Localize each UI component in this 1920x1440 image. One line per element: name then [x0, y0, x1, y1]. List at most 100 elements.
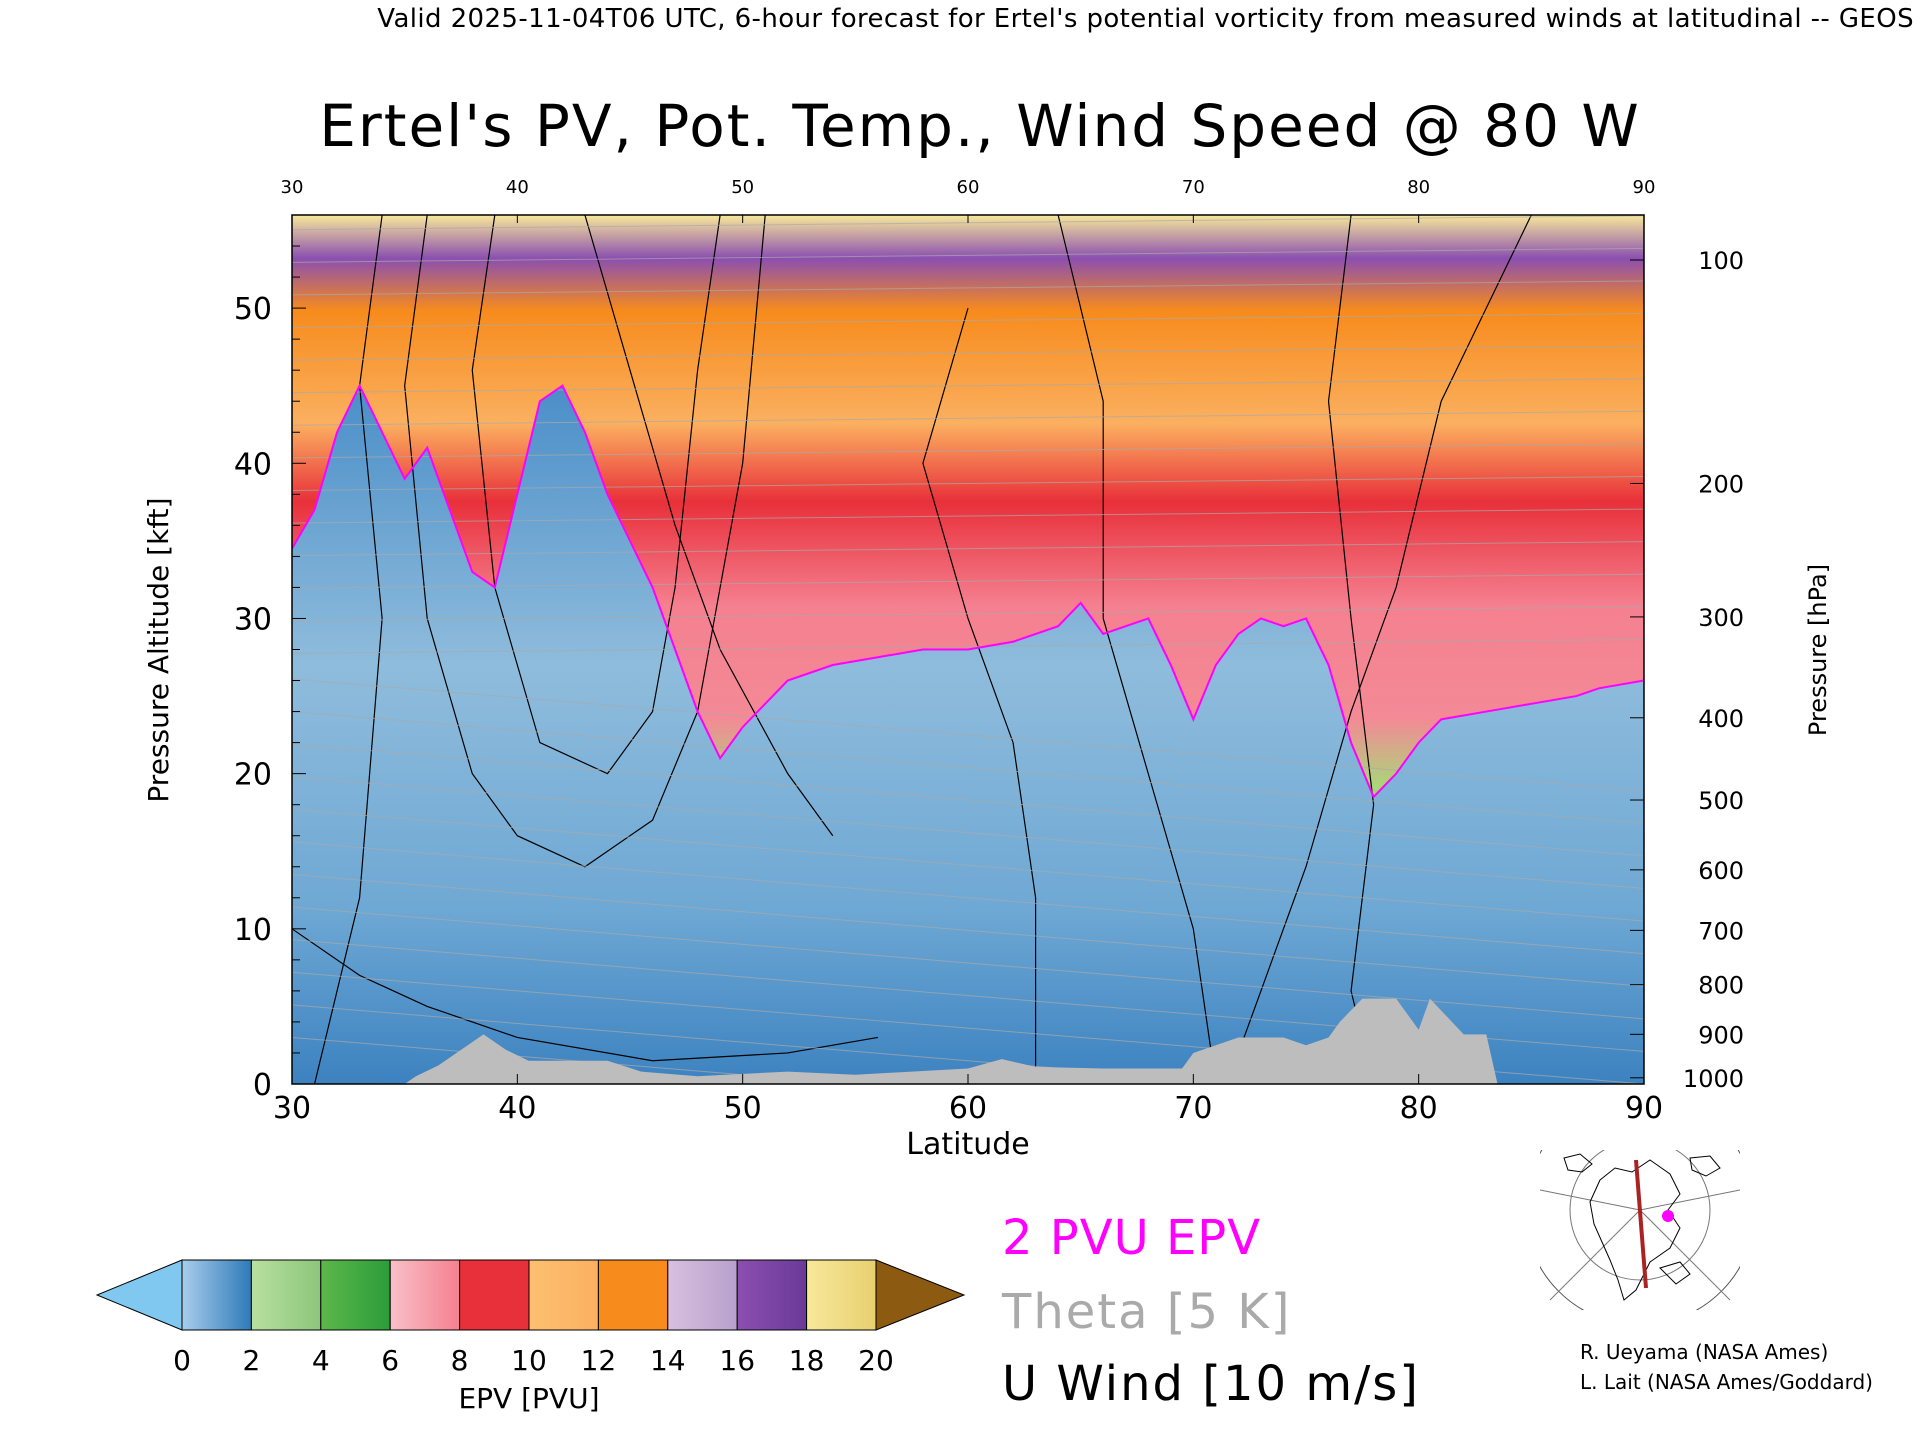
colorbar-tick-label: 18	[789, 1344, 825, 1377]
theta-isentrope	[292, 638, 1644, 654]
inset-map-meridian	[1540, 1189, 1641, 1211]
u-wind-contour	[1057, 215, 1217, 1084]
inset-map-coastline	[1589, 1159, 1681, 1301]
y-right-tick-label: 800	[1698, 972, 1744, 1000]
theta-isentrope	[292, 573, 1644, 589]
y-right-tick-label: 300	[1698, 604, 1744, 632]
colorbar-over-arrow	[875, 1259, 966, 1331]
colorbar-segment	[250, 1259, 322, 1331]
colorbar: 0 2 4 6 8 10 12 14 16 18 20 EPV [PVU]	[95, 1259, 966, 1415]
inset-map-meridian	[1639, 1209, 1731, 1301]
colorbar-segment	[181, 1259, 252, 1331]
colorbar-tick-label: 6	[381, 1344, 399, 1377]
y-left-tick-label: 40	[234, 447, 272, 482]
theta-isentrope	[292, 378, 1644, 394]
u-wind-contours	[292, 215, 1532, 1084]
y-right-tick-label: 200	[1698, 470, 1744, 498]
colorbar-tick-label: 20	[858, 1344, 894, 1377]
y-right-tick-label: 1000	[1683, 1065, 1744, 1093]
plot-area	[292, 215, 1644, 1084]
valid-time-header: Valid 2025-11-04T06 UTC, 6-hour forecast…	[377, 4, 1914, 34]
legend-theta-label: Theta [5 K]	[1002, 1284, 1292, 1340]
colorbar-tick-label: 16	[719, 1344, 755, 1377]
theta-isentrope	[292, 808, 1644, 922]
y-right-tick-label: 600	[1698, 857, 1744, 885]
colorbar-segment	[528, 1259, 599, 1331]
x-tick-label: 70	[1174, 1091, 1212, 1126]
y-left-tick-label: 10	[234, 913, 272, 948]
y-left-axis-title: Pressure Altitude [kft]	[142, 497, 175, 802]
legend-u-wind-label: U Wind [10 m/s]	[1002, 1356, 1421, 1412]
u-wind-contour	[584, 215, 834, 837]
u-wind-contour	[404, 215, 766, 868]
theta-isentrope	[292, 475, 1644, 491]
axes: 30 40 50 60 70 80 90 30 40 50 60 70 80 90 Latitude 0 10 2…	[142, 177, 1832, 1162]
theta-isentrope	[292, 711, 1644, 824]
y-left-tick-label: 30	[234, 602, 272, 637]
theta-contours	[292, 215, 1644, 1084]
x-top-tick-label: 70	[1182, 177, 1205, 198]
colorbar-segment	[736, 1259, 808, 1331]
inset-map-coastline	[1563, 1153, 1721, 1285]
theta-isentrope	[292, 345, 1644, 361]
colorbar-tick-label: 8	[451, 1344, 469, 1377]
theta-isentrope	[292, 874, 1644, 987]
x-tick-label: 80	[1400, 1091, 1438, 1126]
inset-map	[1540, 1150, 1740, 1310]
colorbar-tick-label: 4	[312, 1344, 330, 1377]
inset-map-latitude-ring	[1569, 1150, 1711, 1281]
y-right-tick-label: 100	[1698, 247, 1744, 275]
colorbar-segment	[597, 1259, 669, 1331]
x-top-tick-label: 80	[1407, 177, 1430, 198]
u-wind-contour	[313, 215, 383, 1084]
credit-line-2: L. Lait (NASA Ames/Goddard)	[1580, 1370, 1873, 1394]
y-right-tick-label: 900	[1698, 1021, 1744, 1049]
theta-isentrope	[292, 1004, 1644, 1084]
inset-map-location-dot	[1662, 1210, 1674, 1222]
credit-line-1: R. Ueyama (NASA Ames)	[1580, 1340, 1829, 1364]
theta-isentrope	[292, 410, 1644, 426]
colorbar-tick-label: 12	[581, 1344, 617, 1377]
u-wind-contour	[292, 928, 878, 1062]
y-right-axis-title: Pressure [hPa]	[1804, 564, 1832, 736]
colorbar-segment	[389, 1259, 461, 1331]
theta-isentrope	[292, 313, 1644, 329]
theta-isentrope	[292, 541, 1644, 557]
y-left-tick-label: 0	[253, 1068, 272, 1103]
colorbar-segment	[806, 1259, 877, 1331]
x-tick-label: 60	[949, 1091, 987, 1126]
x-tick-label: 50	[724, 1091, 762, 1126]
theta-isentrope	[292, 678, 1644, 792]
x-tick-label: 30	[273, 1091, 311, 1126]
colorbar-segment	[459, 1259, 530, 1331]
y-right-tick-label: 400	[1698, 705, 1744, 733]
colorbar-tick-label: 0	[173, 1344, 191, 1377]
inset-map-section-line	[1634, 1159, 1648, 1289]
theta-isentrope	[292, 841, 1644, 955]
colorbar-segment	[320, 1259, 391, 1331]
legend-pv-label: 2 PVU EPV	[1002, 1210, 1262, 1266]
theta-isentrope	[292, 776, 1644, 889]
chart-title: Ertel's PV, Pot. Temp., Wind Speed @ 80 …	[319, 92, 1641, 160]
colorbar-title: EPV [PVU]	[458, 1382, 599, 1415]
u-wind-contour	[471, 215, 721, 775]
x-top-tick-label: 90	[1633, 177, 1656, 198]
x-top-tick-label: 60	[957, 177, 980, 198]
colorbar-tick-label: 10	[511, 1344, 547, 1377]
theta-isentrope	[292, 508, 1644, 524]
y-left-tick-label: 50	[234, 292, 272, 327]
theta-isentrope	[292, 280, 1644, 296]
theta-isentrope	[292, 743, 1644, 857]
y-left-tick-label: 20	[234, 758, 272, 793]
colorbar-under-arrow	[95, 1259, 183, 1331]
colorbar-segment	[667, 1259, 738, 1331]
x-tick-label: 90	[1625, 1091, 1663, 1126]
theta-isentrope	[292, 443, 1644, 459]
x-top-tick-label: 50	[731, 177, 754, 198]
u-wind-contour	[1237, 215, 1532, 1054]
x-axis-title: Latitude	[906, 1127, 1029, 1162]
inset-map-meridian	[1639, 1189, 1740, 1211]
x-top-tick-label: 30	[281, 177, 304, 198]
colorbar-tick-label: 2	[242, 1344, 260, 1377]
